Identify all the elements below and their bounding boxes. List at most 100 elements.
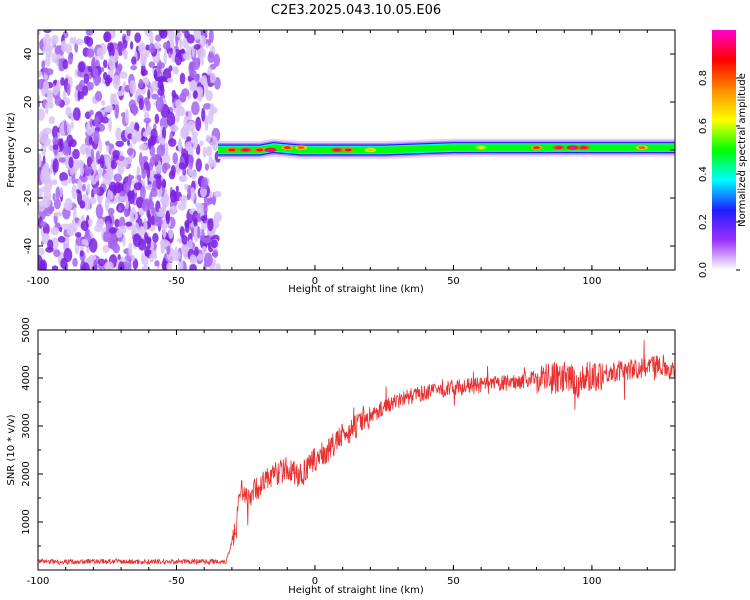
noise-blob (190, 187, 196, 202)
noise-blob (41, 60, 46, 70)
noise-blob (61, 223, 70, 230)
noise-blob (114, 104, 119, 119)
noise-blob (151, 206, 157, 216)
noise-blob (168, 65, 173, 72)
colorbar-tick-label: 0.0 (698, 262, 709, 278)
noise-blob (184, 141, 192, 152)
noise-blob (147, 213, 152, 228)
noise-blob (60, 77, 65, 86)
noise-blob (144, 245, 150, 258)
noise-blob (88, 197, 97, 205)
signal-peak-core (477, 146, 485, 150)
noise-blob (97, 258, 106, 267)
noise-blob (38, 101, 41, 108)
noise-blob (89, 109, 94, 116)
noise-blob (52, 193, 56, 202)
noise-blob (119, 71, 128, 79)
noise-blob (150, 240, 154, 252)
noise-blob (150, 187, 158, 198)
noise-blob (52, 86, 59, 96)
noise-blob (115, 140, 124, 147)
snr-x-ticks: -100 -50 0 50 100 (27, 330, 676, 587)
noise-blob (144, 97, 150, 106)
colorbar-label: Normalized spectral amplitude (737, 73, 748, 227)
snr-y-ticks: 1000 2000 3000 4000 5000 (21, 317, 675, 547)
noise-blob (87, 218, 93, 228)
noise-blob (140, 42, 146, 53)
noise-blob (42, 80, 50, 94)
noise-blob (186, 120, 196, 131)
spectrogram-y-tick-label: -40 (23, 238, 34, 254)
snr-x-tick-label: 0 (312, 576, 318, 587)
noise-blob (86, 36, 91, 43)
noise-blob (138, 238, 146, 251)
noise-blob (201, 107, 206, 122)
noise-blob (188, 155, 194, 170)
noise-blob (39, 130, 48, 144)
noise-blob (65, 106, 72, 117)
noise-blob (72, 148, 80, 160)
noise-blob (160, 137, 166, 146)
noise-blob (147, 89, 151, 100)
noise-blob (47, 239, 54, 250)
noise-blob (106, 166, 114, 181)
noise-blob (53, 249, 61, 258)
noise-blob (153, 69, 158, 80)
snr-series-line (38, 340, 675, 566)
noise-blob (210, 239, 218, 249)
noise-blob (86, 81, 94, 91)
noise-blob (181, 88, 190, 97)
noise-blob (174, 246, 178, 256)
noise-blob (141, 199, 150, 212)
noise-blob (118, 206, 122, 212)
noise-blob (52, 158, 59, 173)
noise-blob (179, 72, 186, 85)
noise-blob (125, 35, 130, 42)
noise-blob (75, 235, 84, 247)
noise-blob (66, 83, 71, 96)
noise-blob (43, 34, 52, 48)
noise-blob (50, 226, 59, 236)
noise-blob (59, 172, 68, 182)
noise-blob (118, 155, 125, 161)
noise-blob (206, 145, 213, 157)
noise-blob (81, 238, 89, 246)
noise-blob (39, 221, 48, 227)
colorbar-tick-label: 0.6 (698, 118, 709, 134)
noise-blob (112, 30, 116, 38)
snr-x-tick-label: -50 (168, 576, 184, 587)
noise-blob (129, 40, 134, 50)
noise-blob (79, 250, 84, 257)
noise-blob (209, 103, 215, 117)
noise-blob (160, 194, 170, 208)
noise-blob (155, 34, 162, 42)
noise-blob (38, 70, 43, 78)
noise-blob (200, 215, 207, 222)
noise-blob (103, 71, 108, 81)
noise-blob (85, 30, 94, 36)
noise-blob (140, 52, 147, 67)
spectrogram-y-tick-label: -20 (23, 190, 34, 206)
snr-y-tick-label: 5000 (21, 317, 32, 342)
noise-blob (131, 56, 137, 65)
noise-blob (86, 246, 90, 254)
noise-blob (141, 156, 149, 161)
noise-blob (89, 118, 94, 128)
snr-x-tick-label: 100 (582, 576, 601, 587)
noise-blob (168, 229, 174, 239)
noise-blob (161, 179, 167, 188)
noise-blob (131, 180, 135, 186)
noise-blob (83, 73, 90, 85)
noise-blob (107, 207, 115, 215)
noise-blob (58, 157, 66, 163)
noise-blob (118, 261, 125, 270)
noise-blob (52, 136, 59, 146)
noise-blob (70, 121, 74, 130)
noise-blob (117, 254, 121, 261)
noise-blob (196, 88, 203, 102)
noise-blob (190, 79, 197, 91)
noise-blob (108, 55, 116, 70)
noise-blob (177, 201, 187, 211)
noise-blob (101, 66, 105, 73)
noise-blob (140, 185, 146, 200)
